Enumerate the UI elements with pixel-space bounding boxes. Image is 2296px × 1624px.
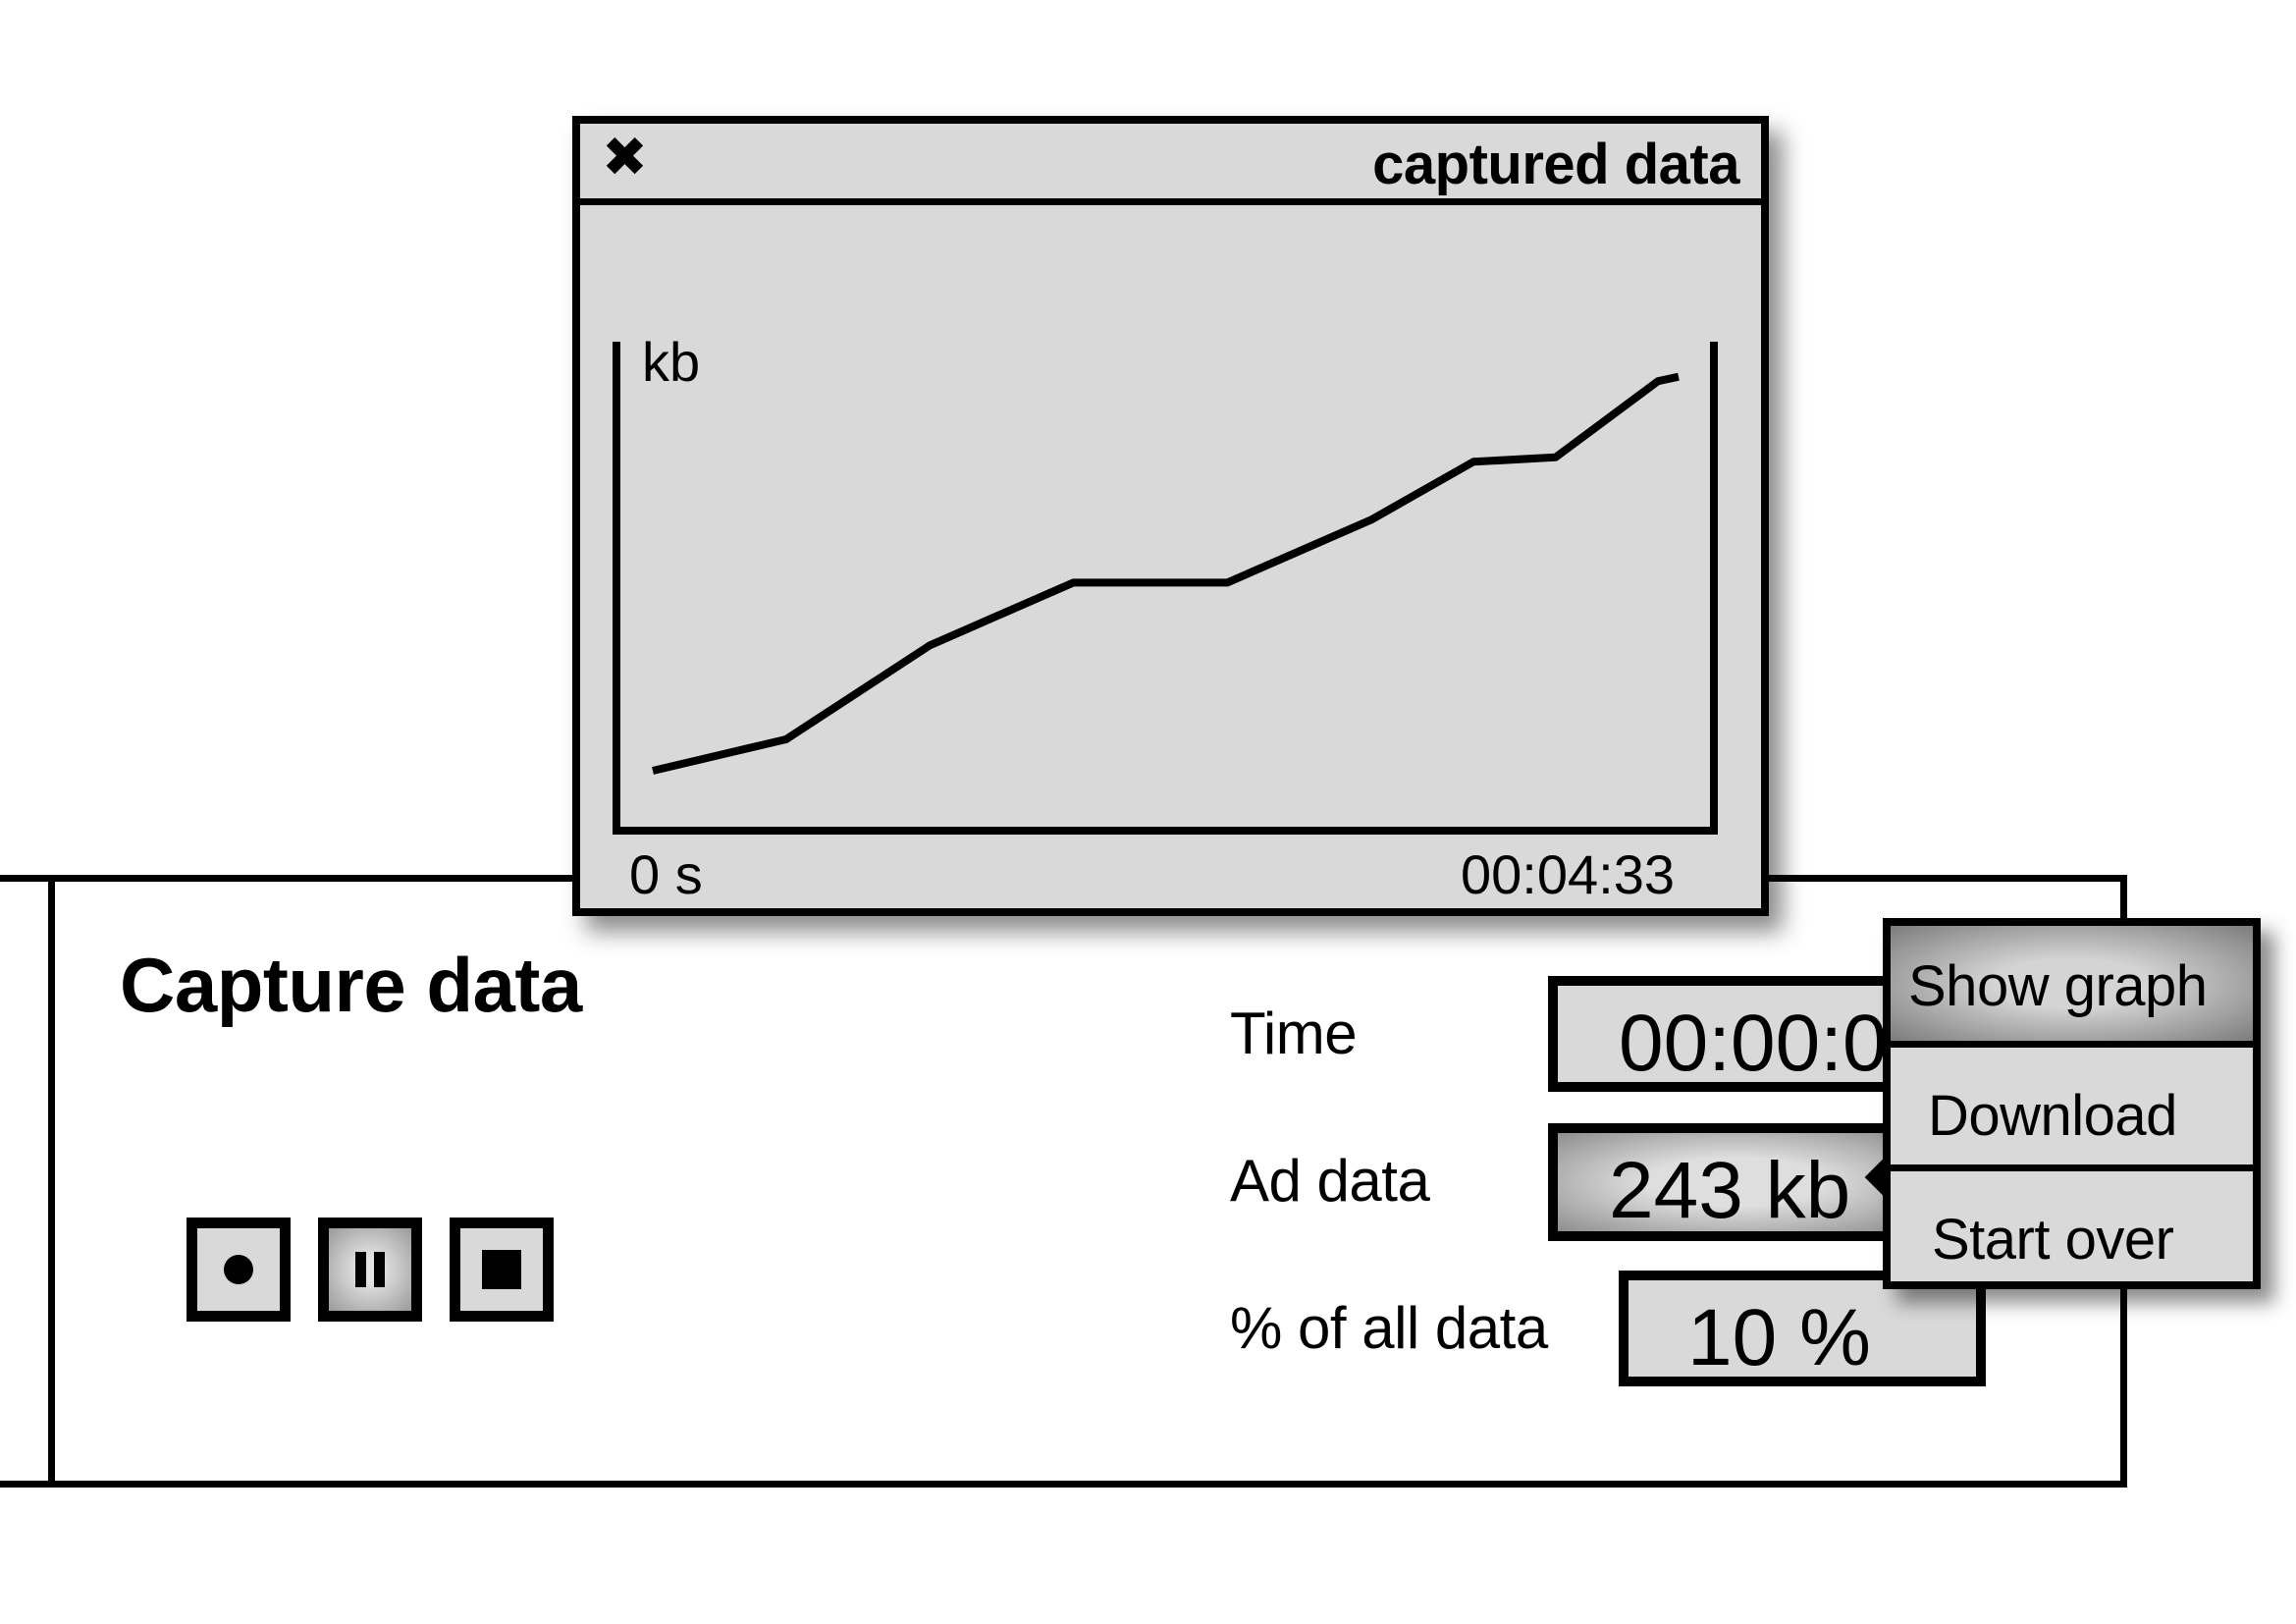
percent-label: % of all data: [1230, 1295, 1548, 1361]
menu-item-start-over[interactable]: Start over: [1932, 1208, 2174, 1272]
record-button[interactable]: [187, 1218, 291, 1322]
graph-title: captured data: [1372, 133, 1739, 196]
ad-data-field[interactable]: 243 kb: [1548, 1123, 1921, 1241]
graph-window: kb 0 s 00:04:33 ✖ captured data: [572, 116, 1769, 916]
graph-axes: [613, 342, 1718, 835]
graph-chart: kb 0 s 00:04:33: [613, 331, 1718, 905]
graph-titlebar: ✖ captured data: [580, 124, 1761, 205]
menu-item-download[interactable]: Download: [1891, 1048, 2253, 1171]
time-value: 00:00:00: [1619, 999, 1921, 1088]
context-menu: Show graph Download Start over: [1883, 918, 2261, 1289]
pause-button[interactable]: [318, 1218, 422, 1322]
x-axis-end-label: 00:04:33: [1461, 843, 1675, 905]
x-axis-start-label: 0 s: [629, 843, 703, 905]
stop-icon: [482, 1250, 521, 1289]
pause-icon: [355, 1252, 385, 1287]
y-axis-label: kb: [642, 331, 700, 393]
close-icon[interactable]: ✖: [602, 126, 648, 188]
record-icon: [224, 1255, 253, 1284]
data-series-line: [652, 372, 1680, 775]
time-label: Time: [1230, 1001, 1358, 1066]
time-field: 00:00:00: [1548, 976, 1921, 1092]
menu-item-show-graph[interactable]: Show graph: [1891, 926, 2253, 1048]
panel-title: Capture data: [120, 942, 582, 1028]
percent-value: 10 %: [1687, 1293, 1871, 1382]
ad-data-label: Ad data: [1230, 1148, 1430, 1214]
ad-data-value: 243 kb: [1609, 1146, 1851, 1235]
panel-divider: [48, 875, 55, 1488]
stop-button[interactable]: [450, 1218, 554, 1322]
percent-field: 10 %: [1619, 1271, 1986, 1386]
